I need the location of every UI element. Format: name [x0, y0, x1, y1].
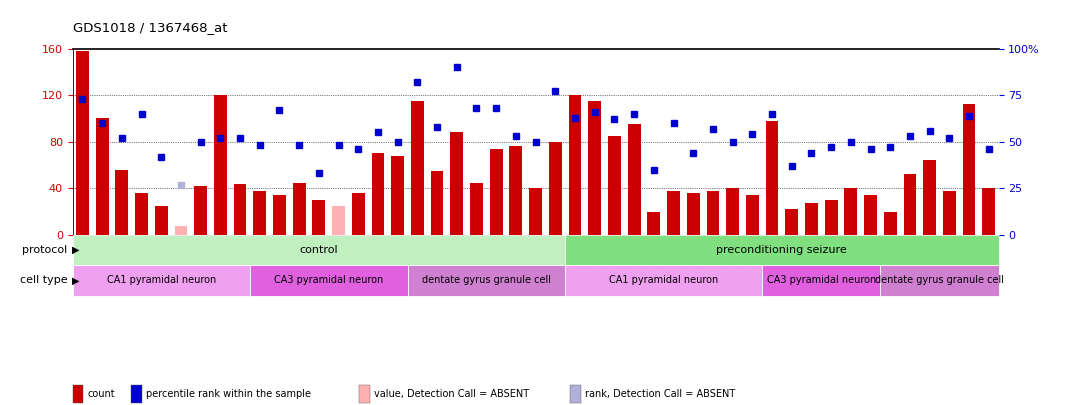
Bar [470, 183, 483, 235]
Text: CA3 pyramidal neuron: CA3 pyramidal neuron [274, 275, 383, 286]
Text: cell type: cell type [19, 275, 67, 286]
Bar [408, 265, 565, 296]
Bar [983, 188, 995, 235]
Bar [250, 265, 408, 296]
Bar [73, 265, 250, 296]
Text: value, Detection Call = ABSENT: value, Detection Call = ABSENT [375, 389, 530, 399]
Text: control: control [300, 245, 339, 255]
Bar [884, 211, 897, 235]
Bar [904, 174, 916, 235]
Bar [565, 235, 999, 265]
Text: CA1 pyramidal neuron: CA1 pyramidal neuron [609, 275, 719, 286]
Bar [530, 188, 541, 235]
Bar [73, 235, 565, 265]
Bar [962, 104, 975, 235]
Text: preconditioning seizure: preconditioning seizure [717, 245, 847, 255]
Bar [253, 191, 266, 235]
Bar [96, 118, 109, 235]
Bar [194, 186, 207, 235]
Bar [372, 153, 384, 235]
Bar [923, 160, 936, 235]
Bar [451, 132, 464, 235]
Text: CA3 pyramidal neuron: CA3 pyramidal neuron [767, 275, 876, 286]
Bar [273, 195, 286, 235]
Bar [391, 156, 404, 235]
Bar [351, 193, 364, 235]
Text: percentile rank within the sample: percentile rank within the sample [145, 389, 311, 399]
Text: GDS1018 / 1367468_at: GDS1018 / 1367468_at [73, 21, 227, 34]
Bar [214, 95, 226, 235]
Bar [766, 121, 779, 235]
Bar [588, 101, 601, 235]
Bar [411, 101, 424, 235]
Text: dentate gyrus granule cell: dentate gyrus granule cell [875, 275, 1004, 286]
Text: dentate gyrus granule cell: dentate gyrus granule cell [422, 275, 551, 286]
Bar [549, 142, 562, 235]
Bar [745, 195, 758, 235]
Bar [763, 265, 880, 296]
Bar [880, 265, 999, 296]
Text: protocol: protocol [22, 245, 67, 255]
Bar [565, 265, 763, 296]
Bar [136, 193, 148, 235]
Bar [864, 195, 877, 235]
Bar [726, 188, 739, 235]
Bar [608, 136, 621, 235]
Bar [155, 206, 168, 235]
Bar [174, 226, 187, 235]
Bar [628, 124, 641, 235]
Bar [490, 149, 503, 235]
Bar [234, 184, 247, 235]
Text: rank, Detection Call = ABSENT: rank, Detection Call = ABSENT [585, 389, 735, 399]
Bar [76, 51, 89, 235]
Bar [293, 183, 305, 235]
Bar [687, 193, 700, 235]
Bar [845, 188, 858, 235]
Bar [805, 203, 818, 235]
Bar [332, 206, 345, 235]
Bar [824, 200, 837, 235]
Bar [568, 95, 581, 235]
Text: ▶: ▶ [72, 245, 79, 255]
Bar [707, 191, 720, 235]
Text: count: count [88, 389, 115, 399]
Text: ▶: ▶ [72, 275, 79, 286]
Bar [313, 200, 326, 235]
Bar [115, 170, 128, 235]
Bar [668, 191, 680, 235]
Bar [509, 147, 522, 235]
Text: CA1 pyramidal neuron: CA1 pyramidal neuron [107, 275, 216, 286]
Bar [647, 211, 660, 235]
Bar [785, 209, 798, 235]
Bar [430, 171, 443, 235]
Bar [943, 191, 956, 235]
